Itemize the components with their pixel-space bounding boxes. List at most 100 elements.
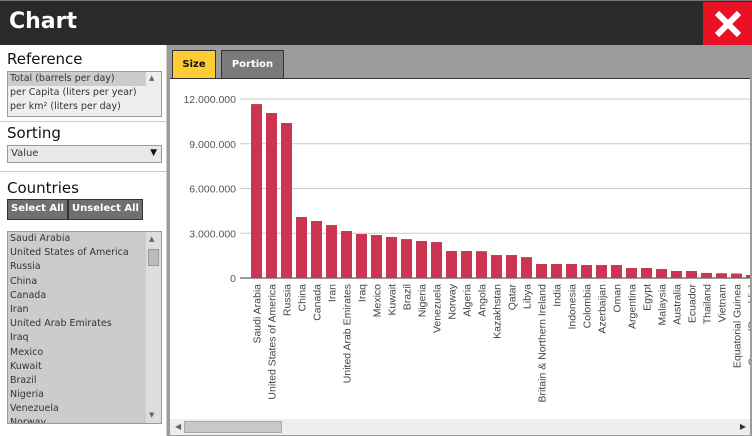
divider xyxy=(0,171,167,172)
chart-area: Size Portion 0 3.000.000 6.000.000 9.000.00… xyxy=(167,45,752,436)
reference-title: Reference xyxy=(7,50,83,68)
x-tick-label: Indonesia xyxy=(567,284,579,330)
scroll-up-icon[interactable]: ▲ xyxy=(149,74,155,82)
bar xyxy=(446,251,457,278)
x-tick-label: Colombia xyxy=(582,284,594,329)
scroll-left-icon[interactable]: ◀ xyxy=(175,422,182,431)
x-tick-label: Mexico xyxy=(372,284,384,317)
y-tick-label: 9.000.000 xyxy=(189,139,236,151)
countries-scrollbar[interactable]: ▲ ▼ xyxy=(146,232,161,423)
sorting-select[interactable]: Value ▼ xyxy=(7,145,162,163)
x-tick-label: Ecuador xyxy=(687,283,699,323)
reference-option[interactable]: per Capita (liters per year) xyxy=(10,87,137,99)
x-tick-label: Iran xyxy=(327,284,339,302)
tab-size[interactable]: Size xyxy=(172,50,216,79)
x-tick-label: Kuwait xyxy=(387,284,399,316)
country-item[interactable]: Kuwait xyxy=(10,360,42,372)
x-tick-label: Egypt xyxy=(642,284,654,311)
x-tick-label: India xyxy=(552,284,564,307)
bar xyxy=(386,236,397,278)
x-tick-label: Nigeria xyxy=(417,284,429,317)
unselect-all-button[interactable]: Unselect All xyxy=(68,199,143,220)
tab-portion[interactable]: Portion xyxy=(221,50,284,79)
bar xyxy=(356,233,367,278)
scroll-thumb[interactable] xyxy=(184,421,282,433)
bar xyxy=(536,263,547,278)
x-tick-label: Iraq xyxy=(357,284,369,302)
bar xyxy=(746,275,750,278)
bar xyxy=(686,270,697,278)
bar xyxy=(326,225,337,278)
bar xyxy=(266,113,277,278)
x-tick-label: Qatar xyxy=(507,284,519,311)
sidebar: Reference Total (barrels per day) per Ca… xyxy=(0,45,167,436)
reference-list[interactable]: Total (barrels per day) per Capita (lite… xyxy=(7,71,162,117)
country-item[interactable]: China xyxy=(10,275,38,287)
sorting-title: Sorting xyxy=(7,124,61,142)
country-item[interactable]: Iran xyxy=(10,303,29,315)
y-tick-label: 12.000.000 xyxy=(183,94,236,106)
bar xyxy=(521,257,532,278)
country-item[interactable]: United Arab Emirates xyxy=(10,318,112,330)
bar xyxy=(551,263,562,278)
country-item[interactable]: Mexico xyxy=(10,346,44,358)
bar-chart: 0 3.000.000 6.000.000 9.000.000 12.000.000 Sa… xyxy=(183,94,751,403)
country-item[interactable]: United States of America xyxy=(10,247,129,259)
bar xyxy=(416,241,427,278)
x-tick-label: Oman xyxy=(612,284,624,313)
country-item[interactable]: Iraq xyxy=(10,332,29,344)
x-tick-label: Russia xyxy=(282,284,294,316)
x-tick-label: Algeria xyxy=(462,284,474,317)
bar xyxy=(461,251,472,278)
country-item[interactable]: Venezuela xyxy=(10,403,59,415)
x-tick-label: Thailand xyxy=(702,284,714,324)
countries-list[interactable]: Saudi Arabia United States of America Russ… xyxy=(7,231,162,424)
bar xyxy=(476,251,487,278)
bar xyxy=(611,265,622,278)
bar xyxy=(296,216,307,278)
window-title: Chart xyxy=(9,9,78,34)
reference-option[interactable]: Total (barrels per day) xyxy=(8,72,161,87)
sorting-value: Value xyxy=(11,148,39,159)
scroll-up-icon[interactable]: ▲ xyxy=(149,235,155,243)
bar xyxy=(341,231,352,278)
scroll-right-icon[interactable]: ▶ xyxy=(739,422,746,431)
x-tick-label: Congo (Republic) xyxy=(747,284,751,366)
country-item[interactable]: Saudi Arabia xyxy=(10,233,71,244)
reference-option[interactable]: per km² (liters per day) xyxy=(10,101,121,113)
scroll-thumb[interactable] xyxy=(148,249,159,266)
x-tick-label: Equatorial Guinea xyxy=(732,284,744,368)
x-tick-label: Kazakhstan xyxy=(492,284,504,339)
x-tick-label: United Arab Emirates xyxy=(342,284,354,383)
country-item[interactable]: Norway xyxy=(10,417,47,424)
horizontal-scrollbar[interactable]: ◀ ▶ xyxy=(170,419,750,435)
bar xyxy=(371,235,382,278)
bar xyxy=(671,270,682,278)
scroll-down-icon[interactable]: ▼ xyxy=(149,411,155,419)
country-item[interactable]: Russia xyxy=(10,261,41,273)
bar xyxy=(251,104,262,278)
y-tick-label: 0 xyxy=(230,273,236,285)
bar xyxy=(431,242,442,278)
country-item[interactable]: Nigeria xyxy=(10,389,44,401)
bar xyxy=(701,272,712,278)
x-tick-label: Australia xyxy=(672,284,684,325)
divider xyxy=(0,121,167,122)
close-button[interactable] xyxy=(703,2,752,46)
chart-panel: 0 3.000.000 6.000.000 9.000.000 12.000.000 Sa… xyxy=(170,78,751,435)
x-tick-label: United States of America xyxy=(267,284,279,400)
x-tick-label: Britain & Northern Ireland xyxy=(537,284,549,403)
bar xyxy=(656,269,667,278)
x-tick-label: Norway xyxy=(447,283,459,319)
bar xyxy=(731,273,742,278)
reference-scrollbar[interactable]: ▲ xyxy=(146,72,161,116)
bar xyxy=(401,239,412,278)
bar xyxy=(491,255,502,278)
select-all-button[interactable]: Select All xyxy=(7,199,68,220)
x-tick-label: Venezuela xyxy=(432,284,444,333)
country-item[interactable]: Brazil xyxy=(10,374,37,386)
bar xyxy=(506,255,517,278)
x-tick-label: Azerbaijan xyxy=(597,284,609,334)
country-item[interactable]: Canada xyxy=(10,289,47,301)
x-tick-label: Libya xyxy=(522,284,534,309)
